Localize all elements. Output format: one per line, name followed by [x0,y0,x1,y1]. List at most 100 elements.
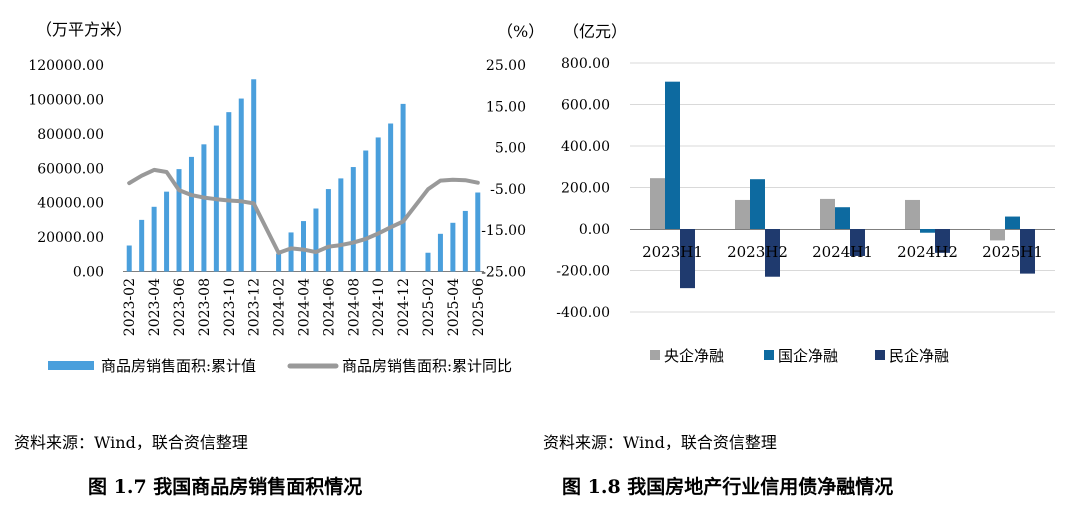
chart2-category-label: 2024H1 [812,243,873,261]
chart1-bar [176,169,182,272]
chart1-bar [450,222,456,272]
chart2-bar [935,229,950,253]
legend-swatch-bar [48,361,94,370]
chart1-left-tick: 120000.00 [28,58,104,74]
chart1-x-tick: 2024-10 [371,278,387,336]
chart1-left-tick: 40000.00 [37,196,104,212]
chart1-left-axis-ticks: 0.00 20000.00 40000.00 60000.00 80000.00 1000… [28,58,104,281]
chart1-x-tick: 2023-02 [122,278,138,336]
chart2-bar [650,178,665,229]
chart1-x-tick: 2023-04 [147,278,163,336]
chart1-bar [325,189,331,272]
chart1-bar [375,137,381,272]
chart1-legend-label-1: 商品房销售面积:累计值 [101,357,256,375]
chart1-legend: 商品房销售面积:累计值 商品房销售面积:累计同比 [48,357,512,375]
legend-swatch-private [875,350,885,360]
chart2-category-label: 2025H1 [982,243,1043,261]
chart1-left-unit: （万平方米） [36,20,132,39]
chart1-bar [226,112,232,272]
chart2-legend-label-1: 央企净融 [664,347,724,365]
chart2-y-tick: 600.00 [561,98,610,114]
chart1-x-tick: 2023-06 [172,278,188,336]
chart2-source: 资料来源：Wind，联合资信整理 [543,433,777,452]
chart1-right-tick: 5.00 [495,141,526,157]
chart1-bar [164,191,170,272]
chart1-bar [425,252,431,272]
chart1-right-tick: 15.00 [486,99,526,115]
chart2-y-ticks: -400.00 -200.00 0.00 200.00 400.00 600.00 800.… [556,56,610,321]
chart2-bar-series [650,81,1035,289]
chart1-left-tick: 60000.00 [37,161,104,177]
chart1-bar [251,79,257,272]
chart1-line-series [127,167,480,255]
chart2-legend-label-2: 国企净融 [778,347,838,365]
chart1-bar [139,219,145,272]
chart2-bar [1020,229,1035,274]
chart1-x-tick: 2024-04 [297,278,313,336]
chart1-right-tick: -25.00 [481,265,526,281]
chart2-legend: 央企净融 国企净融 民企净融 [650,347,949,365]
chart1-x-tick: 2024-08 [346,278,362,336]
chart1-bar [301,221,306,272]
chart1-bar-series [126,79,481,272]
chart1-right-tick: -5.00 [490,182,526,198]
legend-swatch-central-soe [650,350,660,360]
chart2-category-label: 2023H1 [642,243,703,261]
chart2-bar [735,199,750,229]
chart2-bar [850,229,865,256]
chart1-bar [350,167,356,272]
chart1-x-ticks: 2023-02 2023-04 2023-06 2023-08 2023-10 2023-… [122,278,487,336]
chart2-y-tick: 200.00 [561,181,610,197]
chart2-bar [835,207,850,229]
chart1-left-tick: 0.00 [73,265,104,281]
chart1-legend-label-2: 商品房销售面积:累计同比 [342,357,512,375]
chart2-category-labels: 2023H1 2023H2 2024H1 2024H2 2025H1 [642,243,1043,261]
chart1-bar [238,98,244,272]
chart1-x-tick: 2023-12 [247,278,263,336]
chart2-bar [990,229,1005,241]
chart1-bar [475,192,481,272]
chart1-x-tick: 2025-06 [471,278,487,336]
chart1-right-unit: （%） [497,22,544,41]
chart1-bar [462,210,468,272]
chart1-caption: 图 1.7 我国商品房销售面积情况 [88,475,362,498]
chart2-bar [750,179,765,229]
chart2-category-label: 2023H2 [727,243,788,261]
chart2-y-tick: -400.00 [556,305,610,321]
chart1-bar [363,150,369,272]
chart1-x-tick: 2024-12 [396,278,412,336]
chart2-bar [1005,216,1020,229]
chart2-bar [765,229,780,277]
chart1-right-axis-ticks: -25.00 -15.00 -5.00 5.00 15.00 25.00 [481,58,526,281]
chart2-category-label: 2024H2 [897,243,958,261]
chart1-bar [201,144,207,272]
chart1-left-tick: 80000.00 [37,127,104,143]
chart2-bar [820,198,835,229]
chart1-x-tick: 2025-02 [421,278,437,336]
chart1-bar [188,156,194,272]
chart1-left-tick: 100000.00 [28,92,104,108]
chart1-bar [338,178,344,272]
chart1-right-tick: 25.00 [486,58,526,74]
chart2-bar [680,229,695,289]
chart1-x-tick: 2024-02 [272,278,288,336]
chart1-bar [151,206,157,272]
chart1-bar [276,253,282,272]
chart2-bar [920,229,935,233]
chart1-bar [126,245,132,272]
chart1-source: 资料来源：Wind，联合资信整理 [14,433,248,452]
chart2-bar [665,81,680,229]
chart1-bar [437,233,443,272]
chart1-left-tick: 20000.00 [37,230,104,246]
chart2-y-tick: 0.00 [579,222,610,238]
chart2-y-tick: 800.00 [561,56,610,72]
chart1-x-tick: 2024-06 [321,278,337,336]
chart1-bar [400,103,406,272]
chart1-x-tick: 2023-10 [222,278,238,336]
chart1-right-tick: -15.00 [481,223,526,239]
chart2-bar [905,199,920,229]
chart2-gridlines [630,62,1055,313]
legend-swatch-local-soe [764,350,774,360]
chart2-y-tick: -200.00 [556,264,610,280]
